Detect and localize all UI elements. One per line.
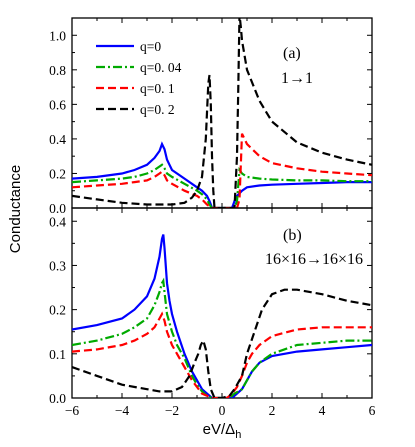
series-line-q-0-2 <box>72 288 372 398</box>
x-tick-label: 4 <box>319 403 326 418</box>
legend-label: q=0. 1 <box>140 81 175 96</box>
y-tick-label: 0.2 <box>49 166 66 181</box>
x-tick-label: −6 <box>65 403 80 418</box>
y-tick-label: 0.0 <box>49 201 66 216</box>
series-line-q-0-04 <box>72 277 372 398</box>
panel-b-label: (b) <box>283 227 302 244</box>
series-line-q-0-1 <box>72 311 372 398</box>
panel-b-subtitle: 16×16→16×16 <box>265 251 363 268</box>
panel-a: 0.0 0.2 0.4 0.6 0.8 1.0 (a) 1→1 q=0 q=0. 04 q=0. 1… <box>49 17 373 216</box>
y-tick-label: 0.0 <box>49 391 66 406</box>
x-tick-label: 6 <box>369 403 376 418</box>
x-tick-label: 0 <box>219 403 226 418</box>
panel-b: 0.0 0.1 0.2 0.3 0.4 −6 −4 −2 0 2 4 6 (b) 16×16→16×16 <box>49 207 376 418</box>
panel-a-label: (a) <box>283 45 301 62</box>
legend-label: q=0. 2 <box>140 102 175 117</box>
y-tick-label: 1.0 <box>49 28 66 43</box>
y-tick-label: 0.8 <box>49 63 66 78</box>
panel-a-subtitle: 1→1 <box>281 70 313 87</box>
series-line-q-0 <box>72 141 372 208</box>
y-tick-label: 0.4 <box>49 132 66 147</box>
y-tick-label: 0.6 <box>49 97 66 112</box>
x-tick-label: −2 <box>165 403 179 418</box>
y-tick-label: 0.2 <box>49 303 66 318</box>
y-tick-label: 0.1 <box>49 347 66 362</box>
x-tick-label: −4 <box>115 403 130 418</box>
legend-label: q=0 <box>140 39 161 54</box>
panel-b-frame <box>71 207 373 399</box>
x-tick-label: 2 <box>269 403 276 418</box>
legend-label: q=0. 04 <box>140 60 182 75</box>
y-axis-label: Conductance <box>7 165 24 253</box>
x-axis-label: eV/Δh <box>203 421 242 441</box>
y-tick-label: 0.3 <box>49 258 66 273</box>
y-tick-label: 0.4 <box>49 214 66 229</box>
series-line-q-0-1 <box>72 133 372 208</box>
series-line-q-0-04 <box>72 163 372 208</box>
series-line-q-0-2 <box>72 18 372 208</box>
